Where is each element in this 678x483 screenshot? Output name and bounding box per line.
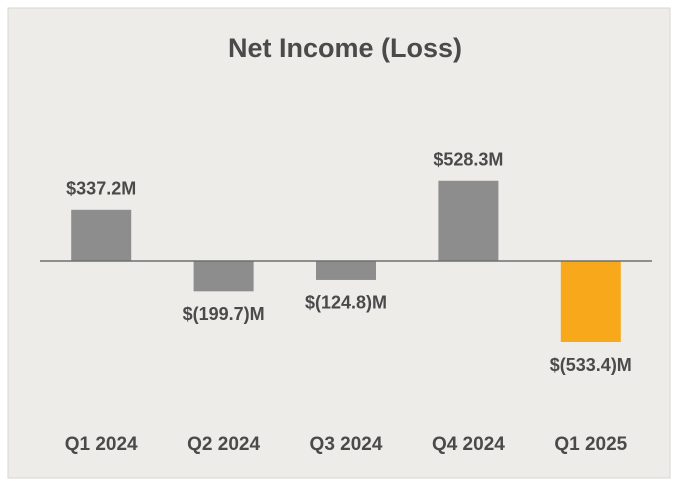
value-label: $(533.4)M: [550, 355, 632, 375]
x-tick-label: Q3 2024: [310, 434, 383, 455]
value-label: $528.3M: [433, 150, 503, 170]
x-tick-label: Q1 2025: [554, 434, 627, 455]
x-tick-label: Q4 2024: [432, 434, 505, 455]
value-label: $(124.8)M: [305, 293, 387, 313]
x-tick-label: Q2 2024: [187, 434, 260, 455]
bar: [316, 261, 376, 280]
bar: [560, 261, 621, 342]
value-label: $(199.7)M: [183, 304, 265, 324]
bar: [193, 261, 254, 292]
value-label: $337.2M: [66, 179, 136, 199]
bar: [438, 180, 499, 261]
chart-title: Net Income (Loss): [228, 33, 462, 63]
x-tick-label: Q1 2024: [65, 434, 138, 455]
bar: [71, 209, 132, 261]
